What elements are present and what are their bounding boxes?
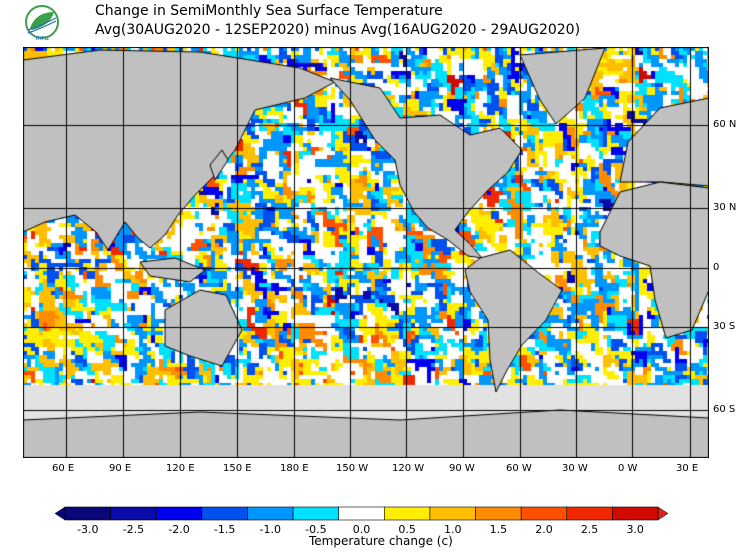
colorbar-swatch — [429, 506, 476, 521]
lon-label: 150 E — [223, 463, 252, 474]
colorbar-tick-label: -2.5 — [123, 523, 144, 536]
colorbar-swatch — [247, 506, 294, 521]
lat-label: 30 S — [713, 321, 736, 332]
colorbar-title: Temperature change (c) — [309, 534, 453, 548]
logo: สสน — [25, 5, 59, 42]
colorbar-tick-label: 1.0 — [444, 523, 462, 536]
colorbar-tick-label: 2.5 — [581, 523, 599, 536]
colorbar-swatch — [110, 506, 157, 521]
lon-label: 0 W — [618, 463, 638, 474]
colorbar-tick-label: -2.0 — [168, 523, 189, 536]
sst-map — [23, 47, 709, 458]
colorbar-swatch — [566, 506, 613, 521]
lon-label: 120 W — [392, 463, 425, 474]
colorbar-swatch — [201, 506, 248, 521]
lon-label: 90 E — [109, 463, 132, 474]
colorbar-swatch — [384, 506, 431, 521]
colorbar-tick-label: 1.5 — [490, 523, 508, 536]
colorbar-tick-label: -3.0 — [77, 523, 98, 536]
lat-label: 0 — [713, 262, 720, 273]
lat-label: 30 N — [713, 202, 737, 213]
colorbar-swatch — [475, 506, 522, 521]
lon-label: 120 E — [166, 463, 195, 474]
colorbar-swatch — [292, 506, 339, 521]
chart-title: Change in SemiMonthly Sea Surface Temper… — [95, 3, 443, 19]
colorbar-swatch — [64, 506, 111, 521]
colorbar-swatch — [520, 506, 568, 521]
svg-text:สสน: สสน — [35, 34, 49, 42]
colorbar-tick-label: -1.5 — [214, 523, 235, 536]
colorbar-tick-label: -0.5 — [305, 523, 326, 536]
colorbar-tick-label: 2.0 — [535, 523, 553, 536]
chart-subtitle: Avg(30AUG2020 - 12SEP2020) minus Avg(16A… — [95, 22, 581, 38]
lat-label: 60 S — [713, 404, 736, 415]
colorbar-tick-label: -1.0 — [260, 523, 281, 536]
lon-label: 90 W — [449, 463, 475, 474]
lon-label: 180 E — [280, 463, 309, 474]
colorbar-tick-label: 0.0 — [353, 523, 371, 536]
lon-label: 60 E — [52, 463, 75, 474]
colorbar-swatch — [612, 506, 659, 521]
colorbar-tick-label: 0.5 — [398, 523, 416, 536]
colorbar-arrow-low — [54, 506, 66, 521]
lon-label: 30 W — [562, 463, 588, 474]
colorbar-swatch — [155, 506, 203, 521]
colorbar-tick-label: 3.0 — [626, 523, 644, 536]
lon-label: 150 W — [336, 463, 369, 474]
colorbar-arrow-high — [657, 506, 669, 521]
colorbar-swatch — [338, 506, 385, 521]
lon-label: 60 W — [506, 463, 532, 474]
lon-label: 30 E — [676, 463, 699, 474]
lat-label: 60 N — [713, 119, 737, 130]
